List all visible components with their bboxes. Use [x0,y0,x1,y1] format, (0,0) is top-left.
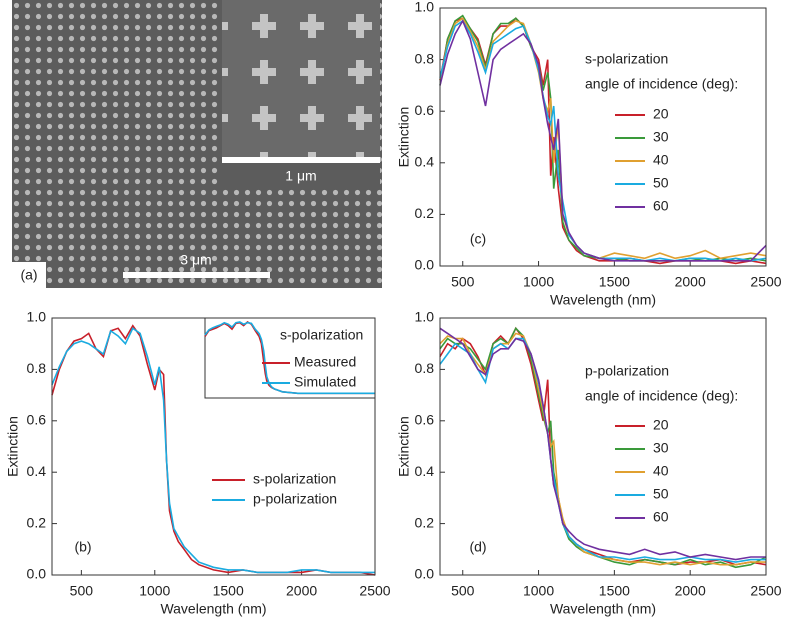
y-tick-label: 0.8 [415,50,435,66]
label-box [12,262,46,288]
x-axis-title: Wavelength (nm) [550,601,656,617]
x-axis-title: Wavelength (nm) [160,601,266,617]
chart: 0.0 0.2 0.4 0.6 0.8 1.0 500 1000 1500 2000 2500 Wav… [5,309,391,617]
y-tick-label: 0.8 [415,360,435,376]
y-tick-label: 1.0 [415,0,435,15]
inset-label-area [222,163,380,188]
x-tick-label: 2000 [675,274,706,290]
inset-title: s-polarization [280,327,363,343]
y-tick-label: 0.4 [415,154,435,170]
x-tick-label: 1000 [523,274,554,290]
panel-label: (d) [469,539,486,555]
inset-line [204,321,375,395]
chart: 0.0 0.2 0.4 0.6 0.8 1.0 500 1000 1500 2000 2500 Wav… [396,309,782,617]
legend-title: angle of incidence (deg): [585,76,738,92]
y-tick-label: 0.4 [415,463,435,479]
series-line [439,19,767,262]
x-tick-label: 2500 [750,274,781,290]
sem-inset-pattern [222,0,380,158]
legend-title: angle of incidence (deg): [585,388,738,404]
y-tick-label: 0.6 [415,102,435,118]
y-axis-title: Extinction [5,416,21,477]
legend-label: 50 [653,175,669,191]
series-line [439,337,766,563]
y-axis-title: Extinction [396,416,412,477]
y-tick-label: 0.8 [27,360,47,376]
inset-scale-label: 1 μm [285,168,316,184]
x-tick-label: 1500 [599,583,630,599]
legend-label: p-polarization [253,491,337,507]
plot-frame [439,7,767,267]
inset-legend-label: Simulated [294,374,356,390]
y-tick-label: 0.6 [415,412,435,428]
y-tick-label: 1.0 [415,309,435,325]
panel-label: (b) [74,539,91,555]
sem-image: 1 μm 3 μm (a) [12,0,382,288]
y-tick-label: 1.0 [27,309,47,325]
x-tick-label: 2500 [359,583,390,599]
x-tick-label: 500 [70,583,94,599]
x-tick-label: 2000 [286,583,317,599]
legend-label: 50 [653,486,669,502]
x-tick-label: 1500 [213,583,244,599]
legend-label: 30 [653,440,669,456]
panel-label: (a) [20,267,37,283]
series-line [439,19,767,262]
y-tick-label: 0.4 [27,463,47,479]
series-line [439,327,766,561]
y-tick-label: 0.0 [27,566,47,582]
chart: 0.0 0.2 0.4 0.6 0.8 1.0 500 1000 1500 2000 2500 Wav… [396,0,782,308]
inset-legend-label: Measured [294,354,356,370]
x-tick-label: 500 [451,583,475,599]
y-tick-label: 0.6 [27,412,47,428]
y-tick-label: 0.0 [415,257,435,273]
legend-title: p-polarization [585,363,669,379]
x-tick-label: 2500 [750,583,781,599]
plot-frame [439,317,767,576]
x-tick-label: 1000 [139,583,170,599]
x-tick-label: 500 [451,274,475,290]
series-line [51,327,375,574]
y-tick-label: 0.0 [415,566,435,582]
y-tick-label: 0.2 [415,205,435,221]
x-tick-label: 2000 [675,583,706,599]
scale-bar [123,272,270,278]
legend-label: 20 [653,106,669,122]
legend-label: 20 [653,417,669,433]
legend-label: 40 [653,463,669,479]
inset-scale-bar [222,157,380,163]
plot-frame [51,317,376,576]
y-axis-title: Extinction [396,107,412,168]
legend-label: 60 [653,198,669,214]
series-line [439,17,767,260]
legend-label: s-polarization [253,471,336,487]
legend-title: s-polarization [585,51,668,67]
legend-label: 40 [653,152,669,168]
panel-label: (c) [470,231,486,247]
y-tick-label: 0.2 [27,514,47,530]
scale-label: 3 μm [180,252,211,268]
x-tick-label: 1500 [599,274,630,290]
y-tick-label: 0.2 [415,514,435,530]
legend-label: 30 [653,129,669,145]
legend-label: 60 [653,509,669,525]
series-line [439,332,766,566]
x-tick-label: 1000 [523,583,554,599]
x-axis-title: Wavelength (nm) [550,292,656,308]
